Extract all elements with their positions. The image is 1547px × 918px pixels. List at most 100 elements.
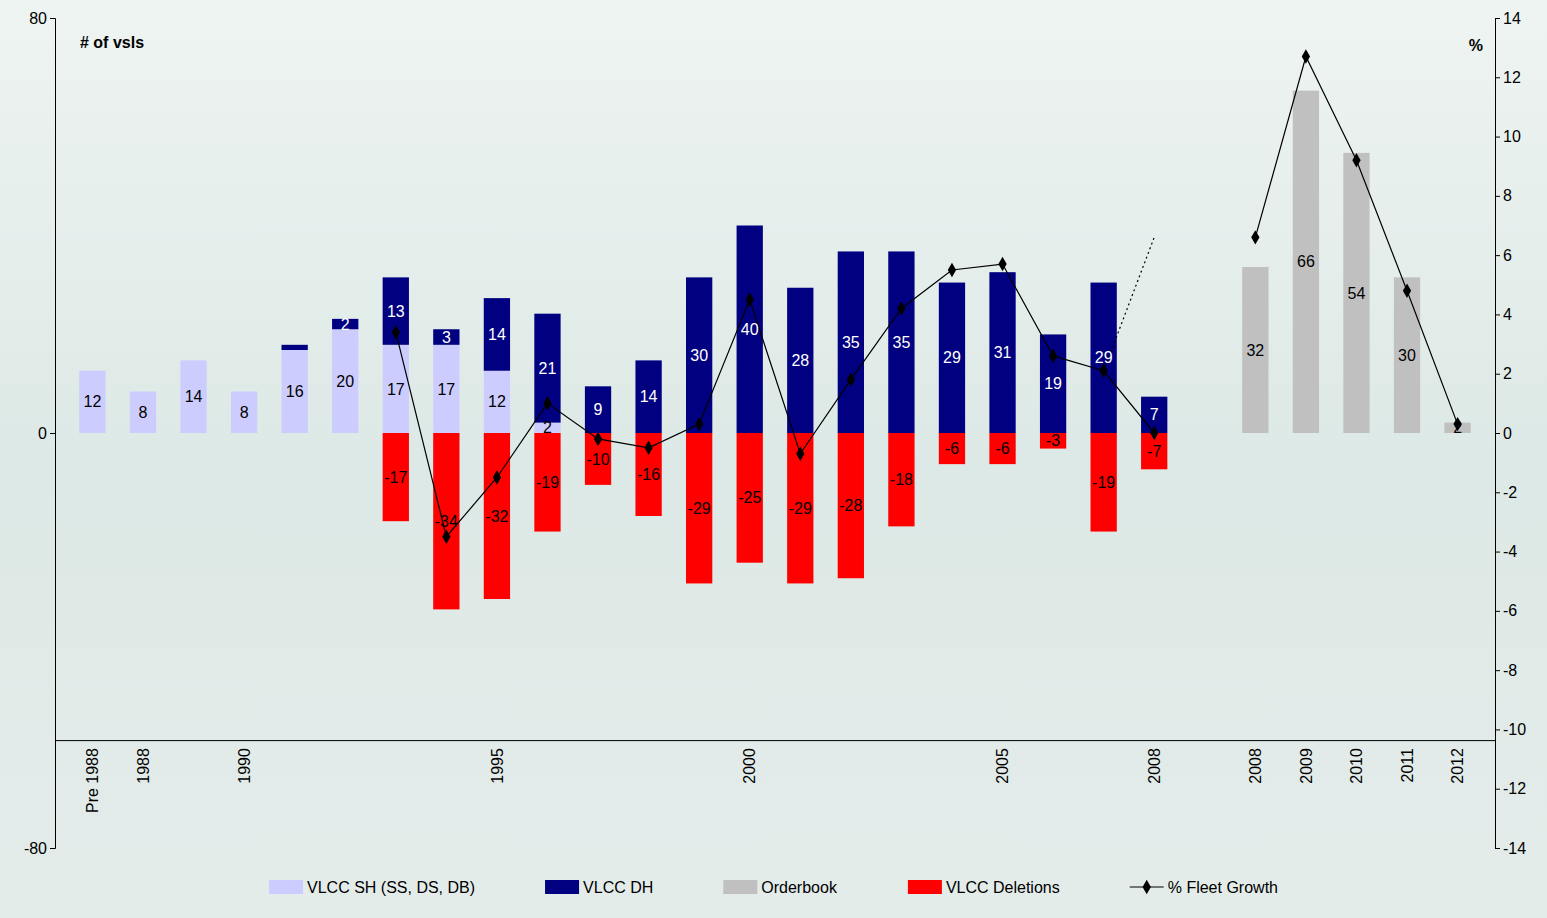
- marker: [1302, 49, 1310, 63]
- data-label: -29: [688, 500, 711, 517]
- bar: [484, 371, 510, 433]
- bar: [1394, 277, 1420, 433]
- bar: [1091, 433, 1117, 532]
- data-label: 32: [1246, 342, 1264, 359]
- y2-tick-label: -14: [1503, 840, 1526, 857]
- data-label: -17: [384, 469, 407, 486]
- data-label: 30: [690, 347, 708, 364]
- y2-tick-mark: [1495, 789, 1500, 790]
- legend: VLCC SH (SS, DS, DB)VLCC DHOrderbookVLCC…: [269, 879, 1278, 896]
- y2-tick-label: -10: [1503, 721, 1526, 738]
- y2-tick: -2: [1495, 484, 1517, 501]
- bar: [1040, 433, 1066, 449]
- marker: [1049, 349, 1057, 363]
- data-label: -29: [789, 500, 812, 517]
- y-axis-line: [50, 19, 56, 849]
- y-tick: 80: [29, 10, 55, 27]
- x-axis: Pre 198819881990199520002005200820082009…: [56, 741, 1496, 813]
- data-label: 14: [640, 388, 658, 405]
- bar: [686, 277, 712, 433]
- y2-axis: -14-12-10-8-6-4-202468101214: [1495, 10, 1526, 857]
- bar: [1343, 153, 1369, 433]
- data-label: -6: [995, 440, 1009, 457]
- x-tick-label: 2008: [1247, 748, 1264, 784]
- y2-tick-label: 10: [1503, 128, 1521, 145]
- plot-area: [79, 49, 1470, 609]
- marker: [847, 372, 855, 386]
- data-label: -3: [1046, 432, 1060, 449]
- data-label: -10: [586, 451, 609, 468]
- y2-tick-label: 14: [1503, 10, 1521, 27]
- y-tick-mark: [50, 848, 55, 849]
- legend-swatch: [908, 880, 942, 894]
- y-tick-mark: [50, 433, 55, 434]
- y2-tick: -8: [1495, 662, 1517, 679]
- data-label: -7: [1147, 443, 1161, 460]
- marker: [746, 292, 754, 306]
- data-label: 12: [84, 393, 102, 410]
- y2-tick-label: 6: [1503, 247, 1512, 264]
- y2-axis-line: [1496, 19, 1501, 849]
- legend-marker: [1143, 880, 1151, 894]
- x-tick: 2008: [1247, 748, 1264, 784]
- bar: [737, 433, 763, 563]
- y2-tick-label: -8: [1503, 662, 1517, 679]
- marker: [998, 257, 1006, 271]
- x-tick: 2010: [1348, 748, 1365, 784]
- y2-tick-mark: [1495, 492, 1500, 493]
- bar: [635, 433, 661, 516]
- y2-tick: 4: [1495, 306, 1512, 323]
- y2-tick: 6: [1495, 247, 1512, 264]
- x-tick-label: 2012: [1449, 748, 1466, 784]
- legend-item: % Fleet Growth: [1130, 879, 1278, 896]
- data-label: 54: [1348, 285, 1366, 302]
- bar: [939, 283, 965, 433]
- y-tick: -80: [24, 840, 55, 857]
- bar: [989, 272, 1015, 433]
- data-label: 14: [185, 388, 203, 405]
- data-label: 2: [543, 419, 552, 436]
- data-label: 35: [893, 334, 911, 351]
- bar: [433, 329, 459, 345]
- x-axis-line: [56, 740, 1496, 741]
- bar: [787, 288, 813, 433]
- bar: [989, 433, 1015, 464]
- y2-tick-label: -4: [1503, 543, 1517, 560]
- data-label: 2: [341, 316, 350, 333]
- x-tick-label: 1990: [236, 748, 253, 784]
- bar: [888, 433, 914, 526]
- bar: [130, 392, 156, 434]
- y2-tick: 10: [1495, 128, 1521, 145]
- data-label: -19: [1092, 474, 1115, 491]
- marker: [392, 325, 400, 339]
- bar: [433, 433, 459, 609]
- legend-label: VLCC SH (SS, DS, DB): [307, 879, 475, 896]
- x-tick: 2012: [1449, 748, 1466, 784]
- x-tick: Pre 1988: [84, 748, 101, 813]
- data-label: 13: [387, 303, 405, 320]
- data-label: 8: [139, 404, 148, 421]
- bar: [282, 345, 308, 350]
- bar: [282, 350, 308, 433]
- bar: [787, 433, 813, 583]
- y2-tick-label: 8: [1503, 187, 1512, 204]
- legend-item: VLCC DH: [545, 879, 653, 896]
- y-tick-label: -80: [24, 840, 47, 857]
- y2-axis-title: %: [1469, 37, 1483, 54]
- data-label: 8: [240, 404, 249, 421]
- legend-swatch: [269, 880, 303, 894]
- bar: [332, 329, 358, 433]
- bar: [1242, 267, 1268, 433]
- y2-tick-label: 2: [1503, 365, 1512, 382]
- marker: [695, 417, 703, 431]
- x-tick-label: 2010: [1348, 748, 1365, 784]
- data-label: 31: [994, 344, 1012, 361]
- y2-tick-mark: [1495, 552, 1500, 553]
- y2-tick-mark: [1495, 670, 1500, 671]
- data-label: 16: [286, 383, 304, 400]
- y2-tick: 14: [1495, 10, 1521, 27]
- y2-tick-mark: [1495, 196, 1500, 197]
- bar: [180, 360, 206, 433]
- x-tick-label: 1995: [489, 748, 506, 784]
- marker: [796, 447, 804, 461]
